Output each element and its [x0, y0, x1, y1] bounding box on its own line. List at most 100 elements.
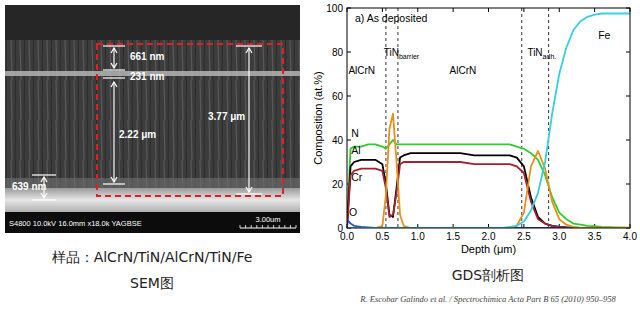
x-tick-top	[523, 8, 524, 12]
region-label-main: AlCrN	[348, 65, 375, 76]
scale-bar	[240, 225, 296, 228]
series-line	[347, 14, 630, 229]
y-axis-label: Composition (at.%)	[312, 71, 324, 165]
y-tick-label: 80	[332, 47, 344, 58]
sem-footer: S4800 10.0kV 16.0mm x18.0k YAGBSE	[9, 219, 142, 228]
scale-bar-tick	[251, 225, 252, 228]
scale-bar-tick	[290, 225, 291, 228]
sem-annotation: 639 nm	[12, 181, 47, 192]
region-label-sub: adh.	[543, 53, 557, 60]
x-tick-label: 1.0	[411, 231, 425, 242]
plot-background	[347, 8, 630, 228]
sem-annotation: 231 nm	[130, 71, 165, 82]
sem-top	[5, 5, 300, 40]
tin-adhesion-layer	[5, 178, 300, 188]
dimension-tick	[103, 183, 125, 184]
y-tick	[347, 52, 351, 53]
series-label: N	[351, 127, 359, 139]
x-axis-label: Depth (μm)	[461, 243, 516, 255]
caption-sample: 样品：AlCrN/TiN/AlCrN/TiN/Fe	[52, 249, 253, 265]
scale-bar-tick	[296, 225, 297, 228]
region-label-main: TiN	[527, 47, 542, 58]
scale-bar-tick	[256, 225, 257, 228]
y-tick	[347, 96, 351, 97]
substrate	[5, 188, 300, 212]
series-label: O	[349, 206, 357, 218]
dimension-line	[248, 48, 249, 192]
series-line	[347, 219, 630, 228]
x-tick-top	[559, 8, 560, 12]
scale-bar-tick	[245, 225, 246, 228]
sem-background	[5, 5, 300, 233]
scale-bar-tick	[262, 225, 263, 228]
y-tick-right	[626, 184, 630, 185]
series-label: Fe	[598, 29, 610, 41]
layer-boundary	[521, 8, 522, 228]
dimension-tick	[236, 193, 262, 194]
scale-bar-tick	[268, 225, 269, 228]
sem-footer-bar	[5, 212, 300, 233]
series-label: Al	[351, 144, 360, 156]
scale-bar-label: 3.00um	[255, 215, 280, 224]
dimension-line	[113, 48, 114, 68]
series-line	[347, 153, 630, 228]
x-tick-top	[453, 8, 454, 12]
dimension-tick	[236, 45, 262, 46]
y-tick-label: 40	[332, 135, 344, 146]
scale-bar-tick	[279, 225, 280, 228]
citation: R. Escobar Galindo et al. / Spectrochimi…	[359, 294, 616, 304]
region-label: AlCrN	[450, 65, 477, 76]
dimension-tick	[32, 199, 56, 200]
y-tick-label: 60	[332, 91, 344, 102]
y-tick-right	[626, 52, 630, 53]
arrow-head	[111, 63, 117, 68]
region-label: AlCrN	[348, 65, 375, 76]
dimension-tick	[103, 77, 125, 78]
dimension-tick	[103, 45, 125, 46]
y-tick-label: 20	[332, 179, 344, 190]
x-tick-top	[594, 8, 595, 12]
sem-panel: 661 nm 231 nm 2.22 μm 3.77 μm 639 nm S4800 10…	[5, 5, 300, 233]
series-line	[347, 162, 630, 228]
scale-bar-tick	[273, 225, 274, 228]
region-label: TiNadh.	[527, 47, 556, 60]
y-tick-right	[626, 96, 630, 97]
x-tick-label: 2.5	[517, 231, 531, 242]
region-label-main: TiN	[384, 47, 399, 58]
scale-bar-tick	[240, 225, 241, 228]
arrow-head	[111, 82, 117, 87]
x-tick-label: 1.5	[446, 231, 460, 242]
x-tick-label: 2.0	[482, 231, 496, 242]
y-tick-label: 0	[337, 223, 343, 234]
highlight-box	[97, 44, 283, 196]
x-tick-label: 0.5	[375, 231, 389, 242]
x-tick-top	[488, 8, 489, 12]
dimension-tick	[32, 174, 56, 175]
region-label-main: AlCrN	[450, 65, 477, 76]
dimension-tick	[103, 69, 125, 70]
x-tick-label: 3.0	[552, 231, 566, 242]
sem-annotation: 3.77 μm	[208, 111, 245, 122]
dimension-line	[113, 82, 114, 182]
chart: 0.00.51.01.52.02.53.03.54.0020406080100D…	[312, 3, 637, 256]
arrow-head	[111, 177, 117, 182]
x-tick-label: 4.0	[623, 231, 637, 242]
y-tick-label: 100	[326, 3, 343, 14]
sem-annotation: 661 nm	[130, 51, 165, 62]
series-line	[347, 114, 630, 228]
coating-layers	[5, 40, 300, 188]
region-label-sub: barrier	[399, 53, 420, 60]
caption-sem: SEM图	[130, 275, 174, 291]
series-label: Cr	[351, 171, 363, 183]
y-tick	[347, 140, 351, 141]
chart-title: a) As deposited	[355, 12, 428, 24]
series-line	[347, 140, 630, 228]
x-tick-label: 3.5	[588, 231, 602, 242]
arrow-head	[246, 187, 252, 192]
y-tick-right	[626, 140, 630, 141]
scale-bar-tick	[284, 225, 285, 228]
arrow-head	[111, 48, 117, 53]
region-label: TiNbarrier	[384, 47, 420, 60]
layer-boundary	[548, 8, 549, 228]
sem-annotation: 2.22 μm	[119, 129, 156, 140]
